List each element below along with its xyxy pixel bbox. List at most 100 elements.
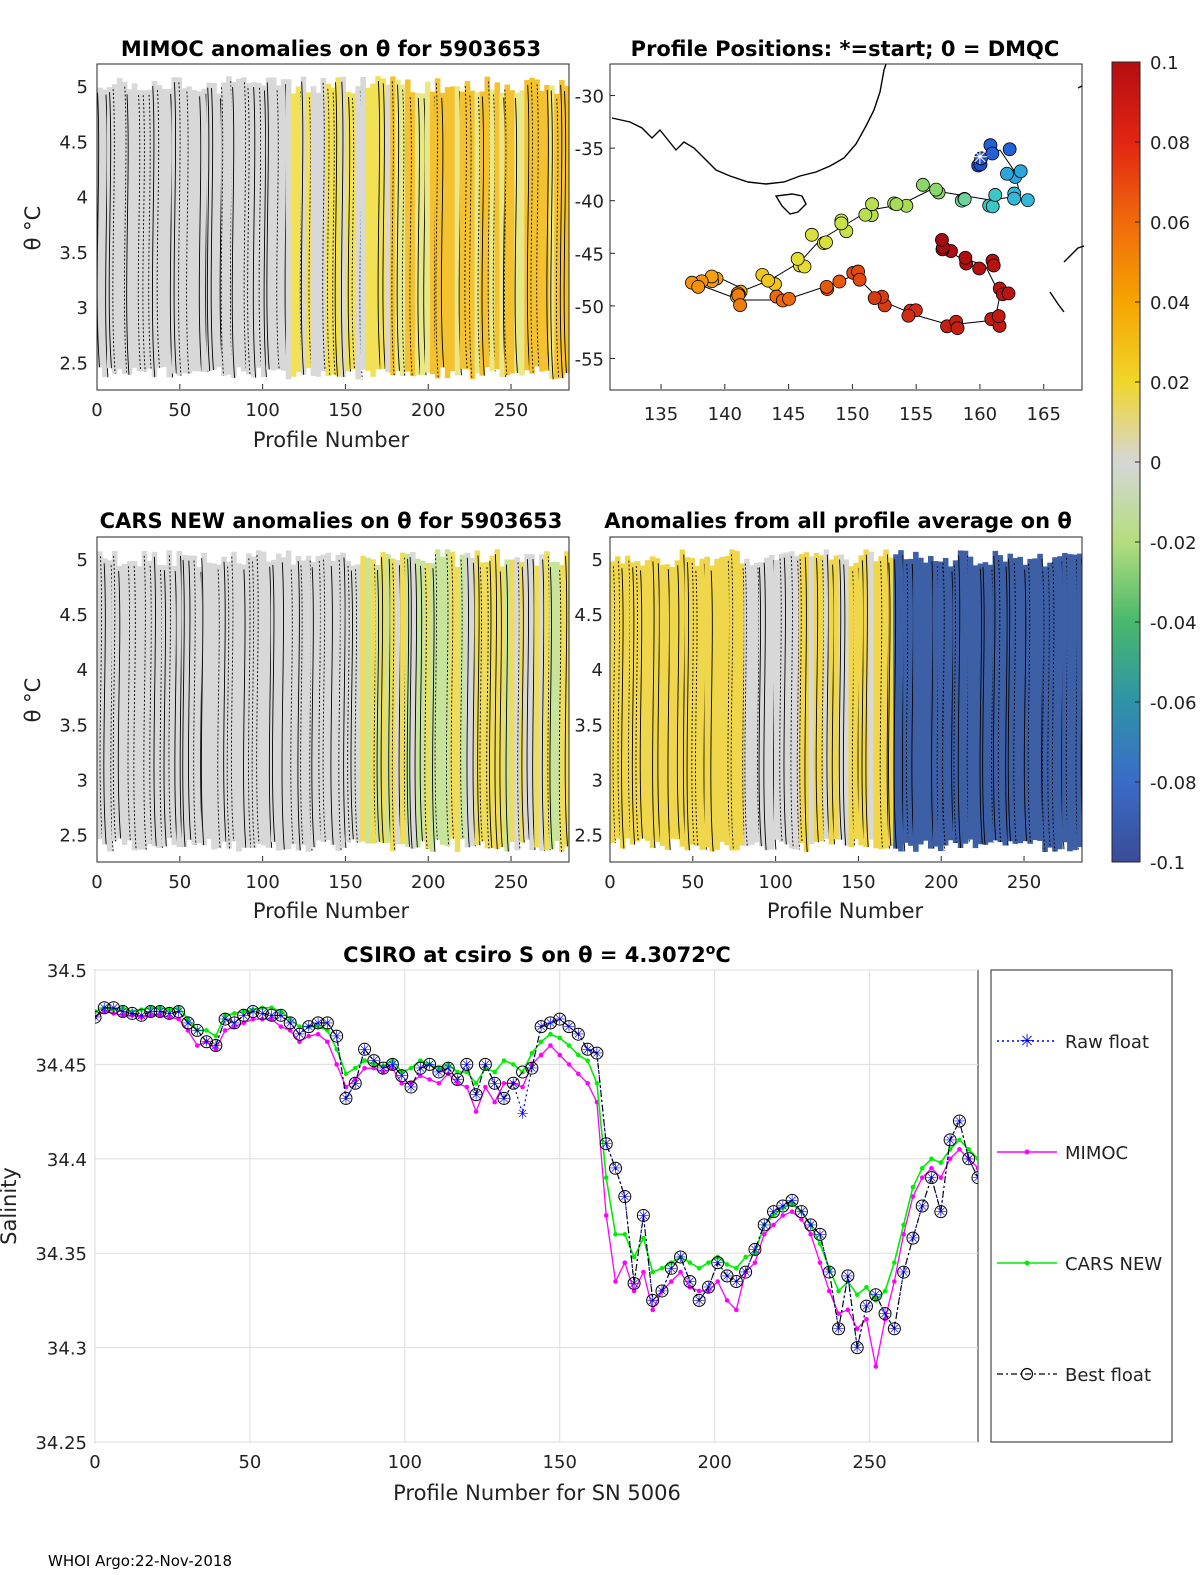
- anomaly-cell: [429, 563, 436, 852]
- point-raw-float: ✳: [545, 1016, 557, 1032]
- anomaly-cell: [529, 554, 535, 851]
- colorbar-tick-label: -0.02: [1150, 533, 1197, 554]
- contour-line: [112, 555, 117, 842]
- contour-line: [821, 560, 825, 842]
- anomaly-cell: [823, 549, 830, 839]
- anomaly-cell: [509, 90, 515, 374]
- point-mimoc: [101, 1009, 107, 1014]
- point-cars-new: [148, 1005, 154, 1011]
- avg-xticks: 0 50 100 150 200 250: [604, 856, 1041, 893]
- contour-line: [472, 562, 476, 847]
- anomaly-cell: [524, 79, 530, 371]
- map-x-tick-label: 145: [771, 404, 805, 425]
- anomaly-cell: [499, 566, 506, 848]
- point-mimoc: [250, 1016, 256, 1022]
- map-yticks: -30 -35 -40 -45 -50 -55: [575, 87, 615, 370]
- contour-line: [549, 566, 553, 850]
- point-mimoc: [194, 1043, 200, 1048]
- anomaly-cell: [111, 550, 118, 842]
- point-mimoc: [771, 1222, 776, 1228]
- contour-line: [223, 561, 227, 842]
- x-tick-label: 50: [238, 1452, 261, 1473]
- anomaly-cell: [469, 90, 476, 380]
- profile-position: [985, 146, 1000, 161]
- anomaly-cell: [504, 559, 510, 852]
- contour-line: [268, 566, 273, 848]
- contour-line: [541, 559, 546, 851]
- point-raw-float: ✳: [108, 1001, 120, 1017]
- point-mimoc: [817, 1260, 823, 1265]
- point-cars-new: [641, 1235, 646, 1241]
- legend-cars-label: CARS NEW: [1065, 1254, 1162, 1275]
- x-tick-label: 0: [91, 872, 102, 893]
- point-cars-new: [854, 1292, 860, 1298]
- point-mimoc: [241, 1020, 247, 1026]
- anomaly-cell: [330, 560, 337, 845]
- anomaly-cell: [664, 564, 671, 850]
- contour-line: [957, 555, 962, 848]
- anomaly-cell: [181, 554, 188, 847]
- anomaly-cell: [744, 558, 750, 846]
- point-best-float: [302, 1020, 316, 1034]
- anomaly-cell: [773, 560, 780, 840]
- point-cars-new: [213, 1033, 219, 1039]
- legend-best-marker: [1020, 1367, 1034, 1381]
- profile-position: [804, 227, 819, 242]
- point-best-float: [376, 1061, 390, 1075]
- anomaly-cell: [739, 563, 745, 846]
- point-mimoc: [473, 1109, 479, 1114]
- x-tick-label: 250: [1007, 872, 1041, 893]
- anomaly-cell: [544, 551, 550, 851]
- map-title: Profile Positions: *=start; 0 = DMQC: [631, 37, 1060, 61]
- point-mimoc: [157, 1013, 163, 1018]
- anomaly-cell: [365, 87, 371, 371]
- point-best-float: [571, 1027, 585, 1041]
- contour-line: [481, 96, 485, 376]
- anomaly-cell: [265, 561, 272, 848]
- anomaly-cell: [355, 86, 361, 380]
- map-y-tick-label: -50: [575, 297, 604, 318]
- x-tick-label: 0: [91, 400, 102, 421]
- point-best-float: [218, 1012, 232, 1026]
- anomaly-cell: [962, 550, 969, 844]
- point-best-float: [636, 1208, 650, 1222]
- contour-line: [796, 560, 801, 850]
- point-raw-float: ✳: [796, 1205, 808, 1221]
- anomaly-cell: [947, 566, 954, 841]
- point-mimoc: [287, 1028, 293, 1033]
- point-best-float: [478, 1057, 492, 1071]
- profile-position: [929, 182, 943, 197]
- anomaly-cell: [161, 88, 168, 367]
- profile-position: [1007, 191, 1022, 206]
- anomaly-cell: [1047, 562, 1053, 848]
- point-cars-new: [269, 1005, 274, 1011]
- anomaly-cell: [375, 76, 381, 370]
- point-best-float: [674, 1250, 688, 1264]
- anomaly-cell: [196, 91, 202, 372]
- point-best-float: [850, 1341, 864, 1355]
- contour-line: [103, 563, 107, 845]
- point-mimoc: [492, 1099, 497, 1105]
- point-best-float: [525, 1061, 539, 1075]
- anomaly-cell: [97, 87, 103, 368]
- anomaly-cell: [285, 79, 292, 380]
- anomaly-cell: [226, 561, 232, 849]
- anomaly-cell: [549, 562, 555, 850]
- contour-line: [621, 568, 625, 849]
- point-cars-new: [241, 1009, 247, 1014]
- profile-position: [852, 272, 867, 287]
- anomaly-cell: [310, 562, 317, 848]
- point-best-float: [460, 1057, 474, 1071]
- contour-line: [373, 564, 377, 844]
- profile-position: [1020, 193, 1035, 208]
- contour-line: [477, 555, 481, 846]
- point-raw-float: ✳: [89, 1010, 101, 1026]
- profile-position: [790, 252, 805, 266]
- point-cars-new: [622, 1232, 628, 1237]
- point-cars-new: [966, 1147, 972, 1152]
- cars-heatmap: [97, 549, 569, 852]
- point-cars-new: [390, 1058, 395, 1063]
- point-cars-new: [910, 1184, 916, 1190]
- anomaly-cell: [181, 88, 188, 374]
- point-best-float: [655, 1284, 669, 1298]
